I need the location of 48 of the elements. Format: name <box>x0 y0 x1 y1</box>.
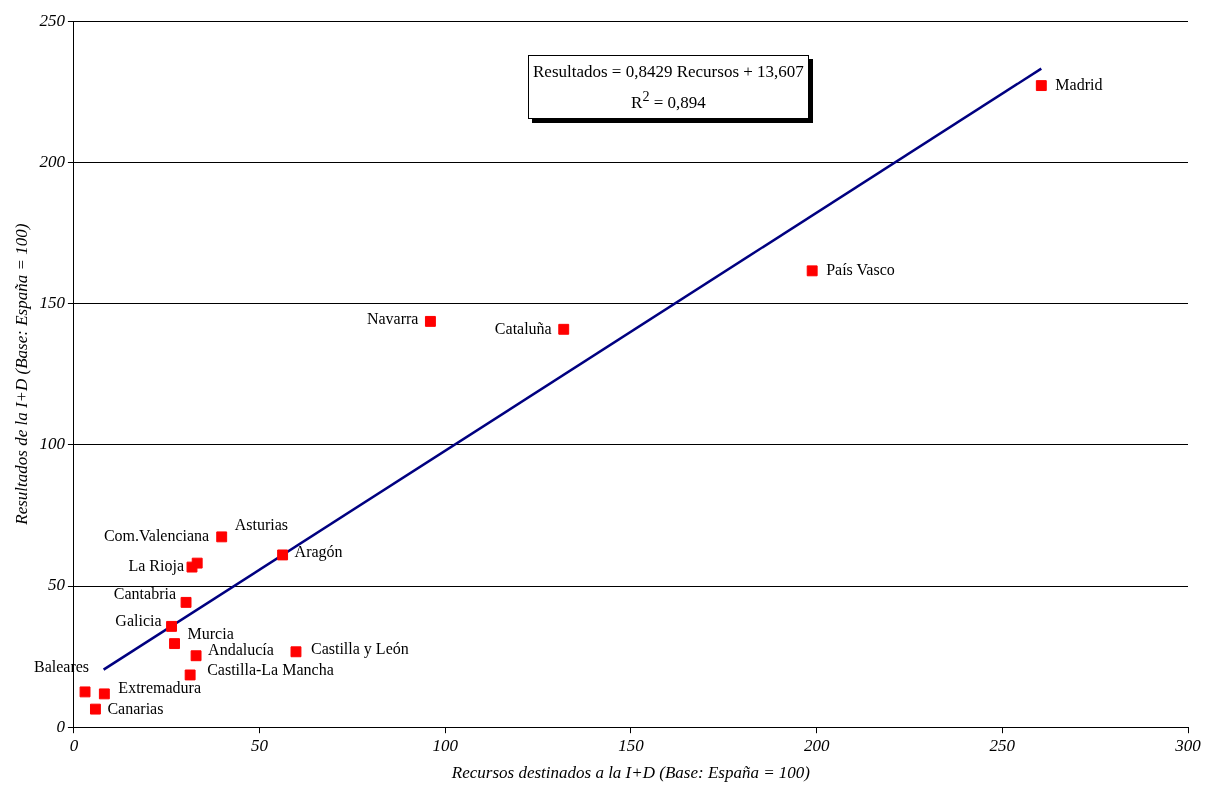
point <box>89 703 101 715</box>
point <box>180 596 192 608</box>
point <box>190 650 202 662</box>
y-tick-label: 100 <box>39 434 66 454</box>
point <box>79 686 91 698</box>
point <box>277 549 289 561</box>
y-tick-label: 250 <box>39 10 66 30</box>
x-tick-label: 0 <box>69 735 79 755</box>
annotation: Madrid <box>1055 75 1103 93</box>
x-tick-label: 100 <box>432 735 459 755</box>
annotation: Castilla y León <box>310 640 409 658</box>
point <box>806 265 818 277</box>
point <box>98 688 110 700</box>
annotation: Murcia <box>187 624 234 642</box>
annotation: Andalucía <box>208 640 274 658</box>
y-tick-label: 150 <box>39 293 66 313</box>
x-tick-label: 200 <box>803 735 830 755</box>
point <box>290 646 302 658</box>
x-axis-title: Recursos destinados a la I+D (Base: España = 100) <box>450 763 811 783</box>
annotation: La Rioja <box>128 557 184 576</box>
y-axis-title: Resultados de la I+D (Base: España = 100) <box>11 223 31 526</box>
point <box>166 620 178 632</box>
x-tick-label: 50 <box>251 735 269 755</box>
point <box>216 531 228 543</box>
x-tick-label: 300 <box>1174 735 1202 755</box>
point <box>558 323 570 335</box>
point <box>1035 80 1047 92</box>
point <box>424 315 436 327</box>
point <box>186 561 198 573</box>
annotation: Canarias <box>107 700 164 718</box>
point <box>184 669 196 681</box>
annotation: Castilla-La Mancha <box>207 661 334 679</box>
y-tick-label: 0 <box>56 716 66 736</box>
x-tick-label: 150 <box>618 735 645 755</box>
annotation: Asturias <box>234 516 289 534</box>
annotation: Extremadura <box>118 679 201 697</box>
x-tick-label: 250 <box>989 735 1016 755</box>
y-tick-label: 200 <box>39 151 66 171</box>
annotation: Aragón <box>294 543 343 562</box>
annotation: Com.Valenciana <box>103 527 210 545</box>
annotation: Resultados = 0,8429 Recursos + 13,607 R$^{2}$ = 0,894 <box>528 55 809 119</box>
annotation: Cantabria <box>113 584 177 602</box>
annotation: Cataluña <box>494 319 552 337</box>
y-tick-label: 50 <box>47 575 66 595</box>
annotation: País Vasco <box>826 261 895 279</box>
point <box>169 638 180 650</box>
annotation: Galicia <box>115 611 162 629</box>
annotation: Navarra <box>366 309 419 327</box>
